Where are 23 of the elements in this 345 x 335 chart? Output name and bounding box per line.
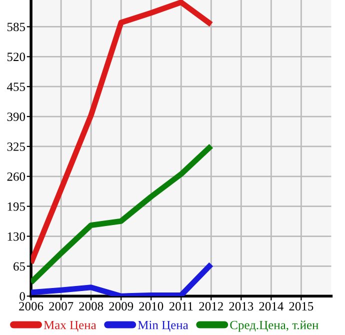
y-tick-label: 325 bbox=[7, 142, 26, 151]
legend-label: Сред.Цена, т.йен bbox=[230, 320, 318, 332]
y-tick-label: 455 bbox=[6, 82, 26, 92]
x-tick-label: 2008 bbox=[79, 302, 104, 310]
y-tick-label: 0 bbox=[20, 292, 26, 301]
y-tick-label: 65 bbox=[14, 262, 26, 271]
x-tick-label: 2006 bbox=[19, 302, 44, 310]
y-tick-label: 520 bbox=[7, 52, 26, 62]
x-tick-label: 2010 bbox=[139, 302, 164, 310]
legend-label: Max Цена bbox=[44, 320, 96, 332]
x-tick-label: 2013 bbox=[229, 302, 254, 310]
x-tick-label: 2014 bbox=[259, 302, 284, 310]
x-tick-label: 2007 bbox=[49, 302, 74, 310]
y-tick-label: 260 bbox=[7, 172, 26, 181]
y-tick-label: 130 bbox=[8, 232, 26, 241]
x-tick-label: 2009 bbox=[109, 302, 134, 310]
legend-label: Min Цена bbox=[138, 320, 188, 332]
y-tick-label: 585 bbox=[7, 22, 26, 32]
x-tick-label: 2011 bbox=[169, 302, 193, 310]
x-tick-label: 2012 bbox=[199, 302, 223, 310]
y-tick-label: 390 bbox=[7, 112, 26, 121]
y-tick-label: 195 bbox=[8, 202, 26, 211]
x-tick-label: 2015 bbox=[289, 302, 314, 310]
